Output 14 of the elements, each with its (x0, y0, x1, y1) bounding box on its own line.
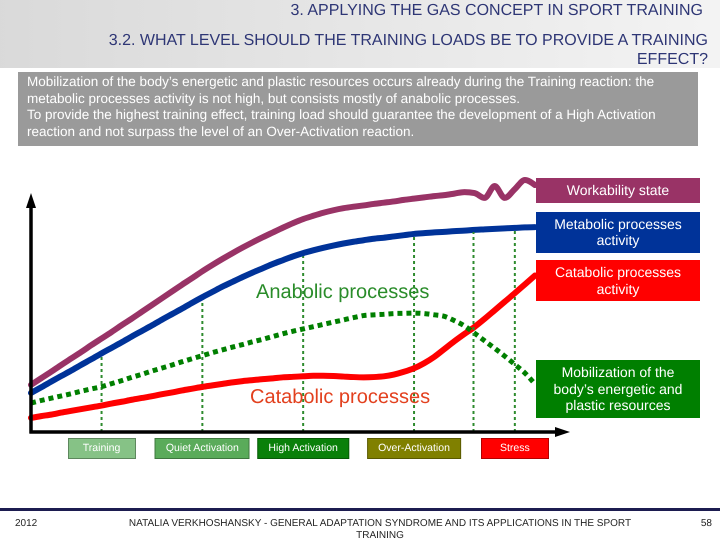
chart-title: 3. APPLYING THE GAS CONCEPT IN SPORT TRAINING (290, 2, 703, 20)
annotation: Anabolic processes (256, 281, 430, 304)
x-tick-label: Training (68, 438, 136, 459)
x-tick-label: Over-Activation (367, 438, 461, 459)
x-tick-label: Quiet Activation (154, 438, 250, 459)
text: 2012 (15, 518, 38, 530)
chart-subtitle: 3.2. WHAT LEVEL SHOULD THE TRAINING LOADS BE TO PROVIDE A TRAINING EFFECT? (108, 31, 708, 69)
text: To provide the highest training effect, training load should guarantee the development of a High Activation reaction and not surpass the level of an Over-Activation reaction. (27, 107, 657, 140)
x-tick-label: High Activation (257, 438, 349, 459)
text: Mobilization of the body’s energetic and plastic resources occurs already during the Training reaction: the metabolic processes activity is not high, but consists mostly of anabolic processes. (27, 74, 656, 108)
text: NATALIA VERKHOSHANSKY - GENERAL ADAPTATION SYNDROME AND ITS APPLICATIONS IN THE SPORT TRAINING (128, 518, 632, 540)
annotation: Catabolic processes (250, 386, 430, 409)
x-tick-label: Stress (480, 438, 549, 459)
text: 58 (700, 518, 712, 530)
